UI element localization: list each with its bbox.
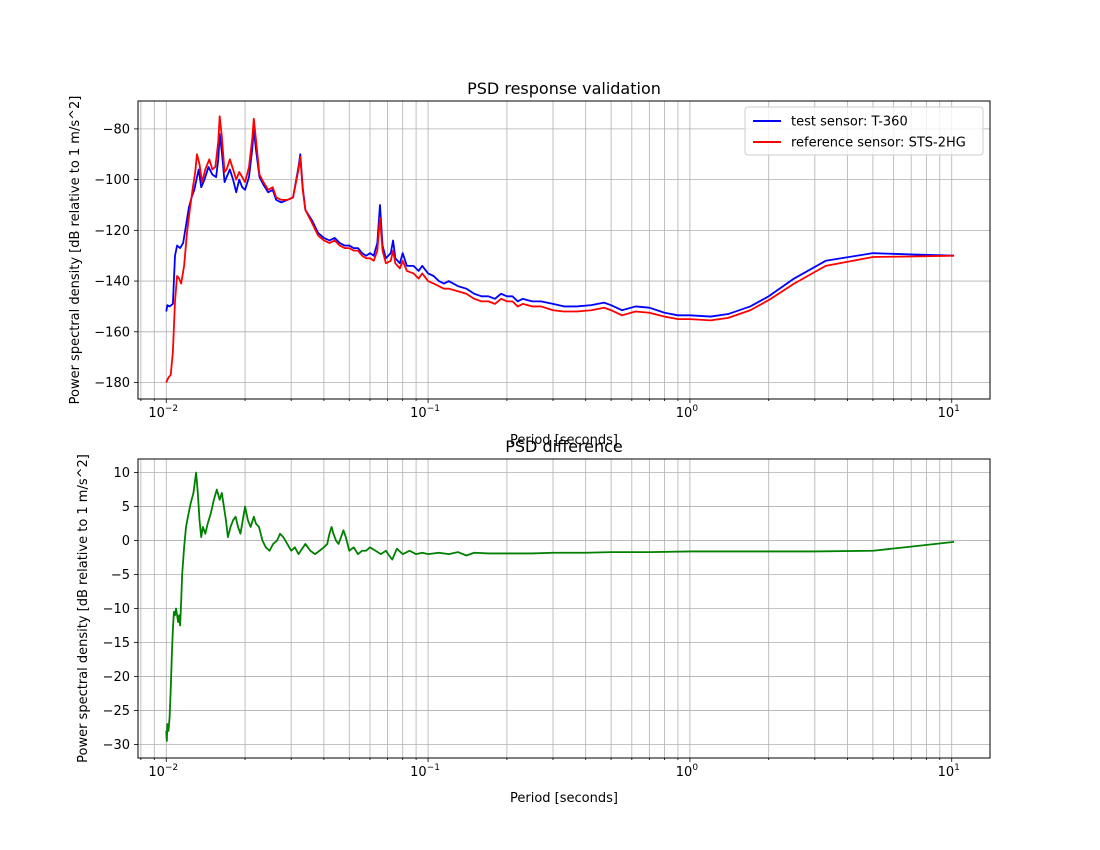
y-tick-label: −160: [94, 325, 130, 340]
x-tick-exponent: 1: [954, 404, 960, 414]
x-tick-exponent: 0: [692, 763, 698, 773]
x-tick-exponent: 1: [954, 763, 960, 773]
y-tick-label: −30: [103, 738, 130, 753]
chart-title: PSD response validation: [467, 79, 661, 98]
legend-entry-test-sensor: test sensor: T-360: [791, 115, 908, 130]
x-tick-exponent: −2: [165, 404, 178, 414]
y-axis-label: Power spectral density [dB relative to 1…: [76, 454, 91, 763]
x-axis-label: Period [seconds]: [510, 433, 618, 448]
plot-frame: [137, 100, 991, 400]
y-tick-label: −10: [103, 602, 130, 617]
legend-frame: [744, 106, 984, 156]
x-tick-exponent: −1: [427, 763, 440, 773]
y-tick-label: −80: [103, 122, 130, 137]
y-axis-label: Power spectral density [dB relative to 1…: [68, 96, 83, 405]
y-tick-label: 10: [113, 466, 130, 481]
series-line-0: [165, 128, 955, 318]
y-tick-label: −15: [103, 636, 130, 651]
y-tick-label: 5: [122, 500, 130, 515]
y-tick-label: −5: [111, 568, 130, 583]
y-tick-label: 0: [122, 534, 130, 549]
y-tick-label: −120: [94, 224, 130, 239]
x-axis-label: Period [seconds]: [510, 791, 618, 806]
series-line-0: [165, 471, 955, 742]
y-tick-label: −100: [94, 173, 130, 188]
x-tick-exponent: −2: [165, 763, 178, 773]
x-tick-exponent: −1: [427, 404, 440, 414]
plot-frame: [137, 458, 991, 759]
legend-entry-reference-sensor: reference sensor: STS-2HG: [791, 136, 966, 151]
y-tick-label: −140: [94, 275, 130, 290]
x-tick-exponent: 0: [692, 404, 698, 414]
legend: test sensor: T-360 reference sensor: STS…: [744, 106, 984, 156]
series-line-1: [165, 115, 955, 383]
chart-title: PSD difference: [505, 437, 623, 456]
y-tick-label: −180: [94, 376, 130, 391]
y-tick-label: −25: [103, 704, 130, 719]
y-tick-label: −20: [103, 670, 130, 685]
